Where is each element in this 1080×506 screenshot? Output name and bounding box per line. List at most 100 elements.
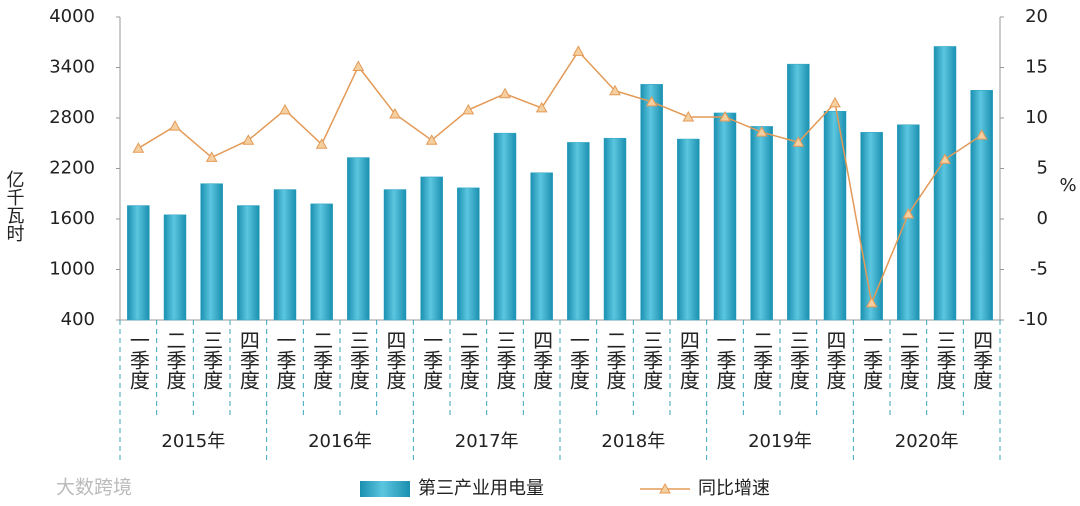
x-tick-label: 一季度 [713,330,737,390]
y-tick-label: 400 [61,309,95,330]
marker [829,96,841,108]
bar [933,46,957,321]
marker [462,103,475,115]
y-tick-label: 1600 [49,208,95,229]
marker [279,103,291,115]
bar [897,124,920,321]
x-tick-label: 三季度 [346,330,370,390]
bar [823,111,847,321]
watermark: 大数跨境 [56,477,132,499]
x-tick-label: 四季度 [970,330,994,390]
marker [425,134,438,145]
marker [572,45,585,56]
marker [535,101,548,113]
bar [163,214,187,321]
x-tick-label: 二季度 [310,330,334,390]
marker [792,136,805,147]
y-tick-label: 2200 [49,158,95,179]
y-tick-label: 1000 [49,259,95,280]
bar [787,63,810,321]
bar [677,138,700,321]
x-tick-label: 四季度 [383,330,407,390]
x-tick-label: 二季度 [163,330,187,390]
bar [127,205,150,321]
marker [169,120,181,131]
x-tick-label: 三季度 [493,330,517,390]
bar [420,176,443,321]
year-label: 2019年 [748,431,812,452]
x-tick-label: 二季度 [896,330,920,390]
bar [713,112,737,321]
bar [567,142,590,321]
marker [755,126,768,137]
y2-tick-label: 20 [1025,6,1048,27]
year-label: 2016年 [308,431,372,452]
x-tick-label: 三季度 [640,330,664,390]
x-tick-label: 四季度 [236,330,260,390]
legend-marker [659,482,671,494]
x-tick-label: 四季度 [823,330,847,390]
year-label: 2020年 [895,431,959,452]
marker [352,60,365,71]
marker [975,129,988,140]
marker [719,110,731,122]
bar [603,137,627,321]
line [137,50,983,306]
x-tick-label: 一季度 [860,330,884,390]
year-label: 2015年 [161,431,225,452]
y2-tick-label: -5 [1030,259,1048,280]
bar [750,126,773,321]
legend-label: 第三产业用电量 [418,478,544,499]
marker [499,87,511,99]
y-tick-label: 3400 [49,57,95,78]
marker [205,151,218,162]
marker [609,84,621,96]
bar [237,205,260,321]
marker [902,207,915,219]
y-axis-label: 亿千瓦时 [4,170,25,242]
bar [347,157,370,321]
x-tick-label: 一季度 [566,330,590,390]
bar [273,189,297,321]
x-tick-label: 一季度 [420,330,444,390]
x-tick-label: 四季度 [530,330,554,390]
marker [865,296,878,308]
x-tick-label: 三季度 [933,330,957,390]
year-label: 2017年 [455,431,519,452]
bar [860,132,883,321]
marker [645,95,658,107]
bar [640,84,663,321]
y-tick-label: 2800 [49,107,95,128]
legend-swatch [360,481,410,497]
marker [939,153,951,164]
x-tick-label: 三季度 [786,330,810,390]
marker [315,138,328,149]
x-tick-label: 二季度 [456,330,480,390]
bar [457,187,480,321]
x-tick-label: 一季度 [126,330,150,390]
bar [493,132,517,321]
y-tick-label: 4000 [49,6,95,27]
bar [200,183,223,321]
x-tick-label: 三季度 [200,330,224,390]
marker [132,142,145,153]
y2-tick-label: -10 [1019,309,1048,330]
year-label: 2018年 [601,431,665,452]
bar [310,203,333,321]
marker [389,107,401,119]
marker [682,110,695,122]
y2-tick-label: 0 [1037,208,1048,229]
y2-tick-label: 15 [1025,57,1048,78]
y2-tick-label: 5 [1037,158,1048,179]
bar [383,189,407,321]
x-tick-label: 一季度 [273,330,297,390]
marker [242,134,255,145]
legend-label: 同比增速 [698,478,770,499]
bar [970,89,993,321]
y2-axis-label: % [1059,175,1076,196]
x-tick-label: 二季度 [603,330,627,390]
x-tick-label: 四季度 [676,330,700,390]
x-tick-label: 二季度 [750,330,774,390]
y2-tick-label: 10 [1025,107,1048,128]
